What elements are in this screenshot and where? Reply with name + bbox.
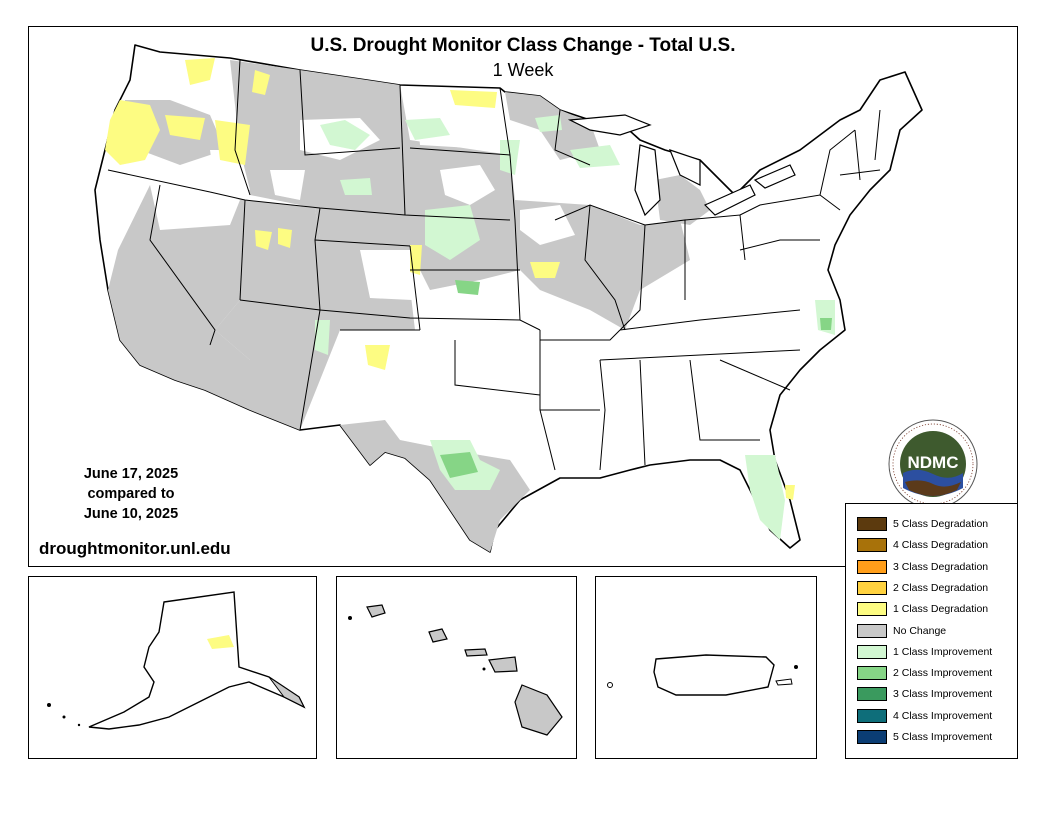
legend-swatch <box>857 666 887 681</box>
legend-label: 4 Class Degradation <box>893 539 989 552</box>
legend-swatch <box>857 559 887 574</box>
legend-item: 5 Class Improvement <box>857 729 992 745</box>
website-link[interactable]: droughtmonitor.unl.edu <box>39 539 231 558</box>
legend-item: No Change <box>857 623 946 639</box>
puerto-rico-map <box>607 654 798 696</box>
date-range: June 17, 2025 compared to June 10, 2025 <box>69 464 193 524</box>
legend-swatch <box>857 644 887 659</box>
legend: 5 Class Degradation 4 Class Degradation 3 … <box>845 503 1018 759</box>
legend-item: 2 Class Improvement <box>857 665 992 681</box>
legend-swatch <box>857 687 887 702</box>
ndmc-logo-icon: NDMC <box>888 419 978 509</box>
legend-swatch <box>857 708 887 723</box>
legend-label: 5 Class Degradation <box>893 518 989 530</box>
legend-label: No Change <box>893 624 947 637</box>
legend-swatch <box>857 580 887 595</box>
legend-item: 1 Class Degradation <box>857 601 988 617</box>
date-previous: June 10, 2025 <box>83 506 179 522</box>
legend-label: 3 Class Degradation <box>893 560 989 573</box>
conus-map-panel: U.S. Drought Monitor Class Change - Tota… <box>28 26 1018 567</box>
legend-label: 5 Class Improvement <box>893 731 993 743</box>
legend-item: 3 Class Degradation <box>857 559 988 575</box>
hawaii-map <box>348 604 563 736</box>
legend-item: 3 Class Improvement <box>857 686 992 702</box>
legend-swatch <box>857 623 887 638</box>
legend-item: 1 Class Improvement <box>857 644 992 660</box>
alaska-map <box>47 591 306 730</box>
legend-label: 3 Class Improvement <box>893 688 993 701</box>
date-compared-label: compared to <box>87 486 175 502</box>
legend-label: 1 Class Degradation <box>893 603 989 616</box>
legend-swatch <box>857 517 887 531</box>
legend-swatch <box>857 538 887 553</box>
alaska-panel <box>28 576 317 759</box>
legend-swatch <box>857 730 887 744</box>
legend-item: 4 Class Degradation <box>857 537 988 553</box>
map-title: U.S. Drought Monitor Class Change - Tota… <box>310 35 736 56</box>
legend-label: 1 Class Improvement <box>893 645 993 658</box>
legend-item: 2 Class Degradation <box>857 580 988 596</box>
map-subtitle: 1 Week <box>492 60 554 80</box>
date-current: June 17, 2025 <box>83 466 179 482</box>
legend-label: 2 Class Improvement <box>893 667 993 680</box>
legend-item: 5 Class Degradation <box>857 516 988 532</box>
logo-text: NDMC <box>908 453 959 472</box>
legend-item: 4 Class Improvement <box>857 708 992 724</box>
puerto-rico-panel <box>595 576 817 759</box>
hawaii-panel <box>336 576 577 759</box>
legend-label: 4 Class Improvement <box>893 709 993 722</box>
legend-swatch <box>857 602 887 617</box>
legend-label: 2 Class Degradation <box>893 581 989 594</box>
